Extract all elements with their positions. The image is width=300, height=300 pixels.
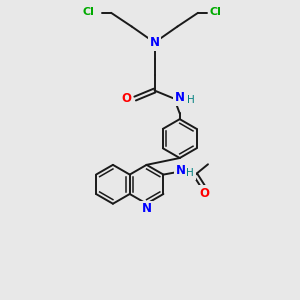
Text: Cl: Cl <box>82 7 94 17</box>
Text: O: O <box>122 92 131 105</box>
Text: N: N <box>150 36 160 49</box>
Text: N: N <box>176 164 186 177</box>
Text: Cl: Cl <box>209 7 221 17</box>
Text: O: O <box>200 187 210 200</box>
Text: H: H <box>187 95 195 105</box>
Text: N: N <box>142 202 152 215</box>
Text: H: H <box>186 168 194 178</box>
Text: N: N <box>175 91 185 104</box>
